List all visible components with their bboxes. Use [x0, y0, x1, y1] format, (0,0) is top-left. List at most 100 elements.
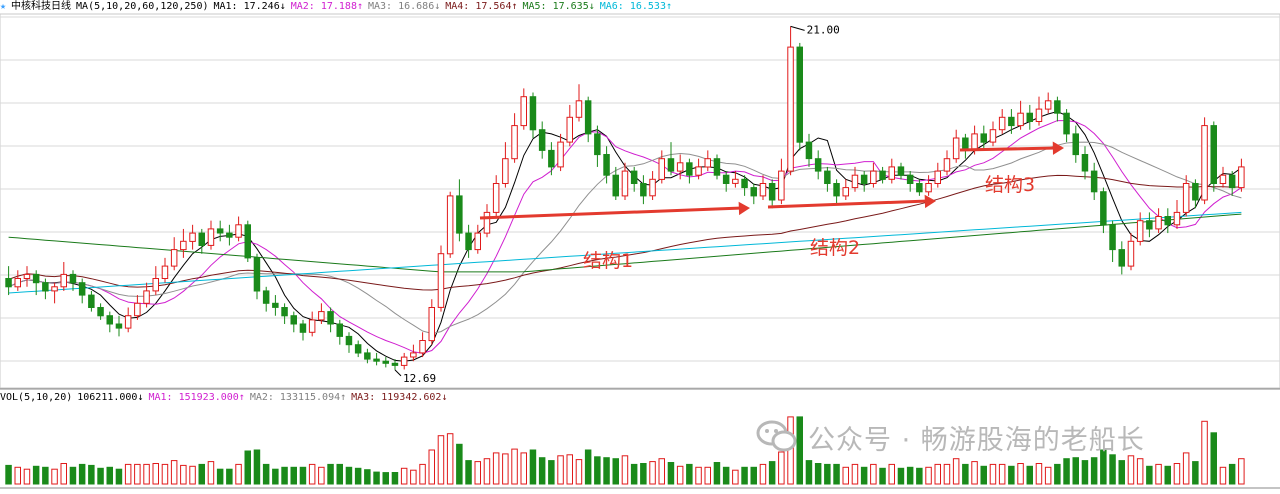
volume-bar-down	[345, 466, 353, 485]
candle-up	[778, 170, 785, 201]
candle-down	[336, 323, 343, 337]
vol-ma1: MA1: 151923.000↑	[148, 392, 245, 403]
volume-bar-up	[934, 463, 941, 485]
legend-title: 中核科技日线	[11, 1, 72, 12]
vol-ma3: MA3: 119342.602↓	[351, 392, 448, 403]
volume-bar-up	[998, 463, 1006, 485]
candle-up	[143, 290, 150, 304]
candle-up	[124, 315, 132, 329]
legend-ma3: MA3: 16.686↓	[367, 1, 441, 12]
candle-down	[253, 257, 261, 292]
candle-down	[860, 174, 868, 184]
volume-legend: VOL(5,10,20) 106211.000↓ MA1: 151923.000↑ M…	[0, 392, 452, 404]
volume-bar-up	[1136, 458, 1144, 485]
volume-bar-down	[253, 449, 261, 485]
candle-down	[833, 183, 840, 197]
candle-down	[1026, 112, 1033, 122]
candle-down	[327, 311, 334, 325]
price-panel-frame	[0, 13, 1280, 389]
candle-up	[474, 232, 481, 251]
candle-down	[391, 362, 399, 366]
volume-bar-up	[1201, 420, 1208, 485]
candle-down	[88, 294, 95, 309]
volume-bar-up	[124, 463, 132, 485]
volume-bar-up	[170, 460, 178, 485]
volume-bar-up	[419, 463, 426, 485]
ma-line-ma2	[8, 120, 1242, 354]
volume-bar-down	[198, 463, 205, 485]
volume-bar-up	[428, 449, 435, 485]
high-marker-line	[790, 25, 805, 31]
volume-bar-down	[290, 466, 297, 485]
candle-up	[520, 96, 527, 127]
volume-bar-down	[640, 463, 647, 485]
volume-bar-down	[824, 463, 831, 485]
candle-down	[69, 273, 77, 284]
volume-bar-down	[1192, 461, 1199, 485]
candle-down	[548, 149, 555, 168]
volume-bar-down	[667, 462, 675, 485]
candle-down	[456, 195, 463, 234]
candle-down	[5, 278, 12, 288]
candle-up	[943, 158, 951, 172]
candle-up	[621, 170, 629, 197]
volume-bar-up	[180, 464, 187, 485]
volume-bar-up	[23, 468, 31, 485]
candle-up	[180, 240, 187, 251]
candle-up	[207, 228, 215, 246]
wechat-icon	[756, 420, 797, 452]
candle-up	[851, 174, 859, 189]
watermark-text: 公众号 · 畅游股海的老船长	[808, 425, 1145, 456]
candle-up	[235, 224, 242, 238]
volume-bar-up	[437, 435, 445, 485]
volume-bar-down	[1008, 465, 1015, 485]
candle-up	[557, 141, 564, 168]
candle-down	[1081, 154, 1089, 172]
candle-up	[1136, 220, 1144, 242]
candle-down	[750, 187, 757, 197]
candle-down	[78, 282, 86, 296]
volume-bar-down	[833, 463, 840, 485]
candle-up	[483, 211, 491, 234]
candle-down	[814, 158, 822, 172]
candle-down	[594, 133, 601, 156]
volume-bar-up	[520, 452, 527, 485]
volume-bar-down	[106, 466, 113, 485]
candle-down	[1210, 125, 1217, 184]
volume-bar-down	[1146, 465, 1153, 485]
candle-up	[842, 187, 849, 197]
candle-up	[1044, 100, 1052, 110]
volume-bar-up	[410, 469, 417, 485]
volume-bar-down	[980, 465, 987, 485]
volume-bar-down	[603, 457, 610, 485]
volume-bar-up	[400, 467, 408, 485]
volume-bar-up	[207, 461, 215, 485]
volume-bar-down	[456, 443, 463, 485]
volume-bar-up	[483, 458, 491, 485]
volume-bar-down	[327, 463, 334, 485]
candle-down	[980, 133, 987, 143]
volume-bar-up	[759, 463, 767, 485]
candle-down	[32, 273, 40, 284]
volume-bar-down	[548, 460, 555, 485]
candle-up	[511, 125, 518, 160]
vol-def: VOL(5,10,20)	[0, 392, 73, 403]
volume-bar-down	[1109, 454, 1116, 485]
volume-bar-down	[1026, 465, 1033, 485]
candle-down	[1090, 170, 1098, 193]
volume-bar-down	[364, 469, 371, 485]
candle-up	[23, 273, 31, 279]
volume-bar-down	[962, 463, 969, 485]
candle-up	[1017, 112, 1024, 127]
volume-bar-up	[1127, 455, 1135, 485]
legend-ma4: MA4: 17.564↑	[445, 1, 518, 12]
volume-bar-down	[1210, 432, 1217, 485]
volume-bar-down	[391, 472, 399, 485]
volume-bar-up	[649, 461, 656, 485]
ma-line-ma6	[8, 211, 1242, 294]
candle-down	[198, 232, 205, 247]
volume-bar-down	[1118, 460, 1125, 485]
volume-bar-down	[768, 461, 776, 485]
candle-up	[575, 100, 583, 118]
